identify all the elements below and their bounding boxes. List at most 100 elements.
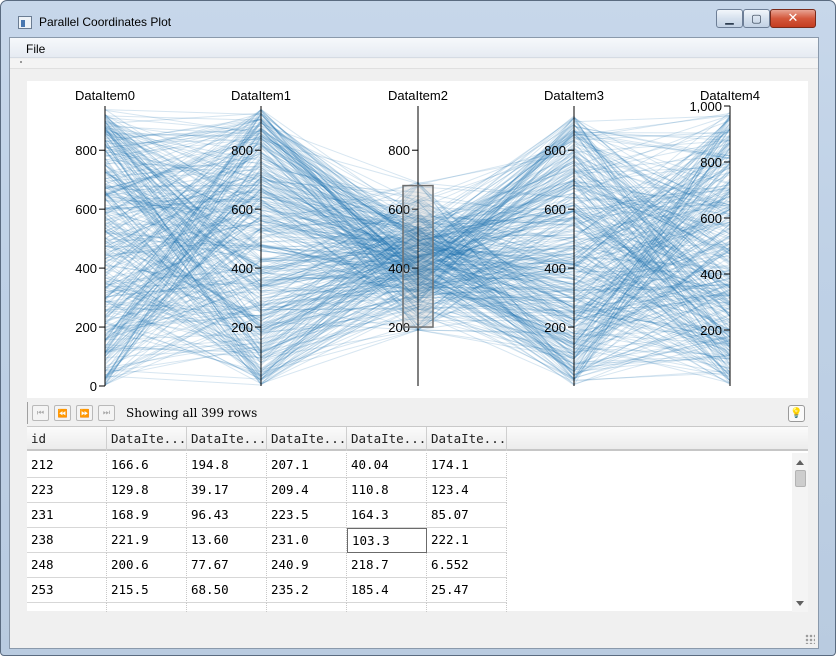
table-row[interactable]: 248 200.6 77.67 240.9 218.7 6.552 bbox=[27, 553, 507, 578]
column-header-2[interactable]: DataIte... bbox=[187, 427, 267, 451]
close-button[interactable]: ✕ bbox=[770, 9, 816, 28]
tick-label: 800 bbox=[231, 143, 253, 158]
axis-dataitem4[interactable]: DataItem4 200 400 600 800 1,000 bbox=[689, 88, 760, 386]
table-cell[interactable]: 212 bbox=[27, 453, 107, 478]
table-row[interactable]: 223 129.8 39.17 209.4 110.8 123.4 bbox=[27, 478, 507, 503]
table-cell[interactable]: 13.60 bbox=[187, 528, 267, 553]
maximize-icon: ▢ bbox=[751, 12, 762, 25]
minimize-button[interactable]: ▁ bbox=[716, 9, 743, 28]
column-header-4[interactable]: DataIte... bbox=[347, 427, 427, 451]
vertical-scrollbar[interactable] bbox=[792, 453, 808, 612]
column-header-3[interactable]: DataIte... bbox=[267, 427, 347, 451]
table-cell[interactable]: 248 bbox=[27, 553, 107, 578]
table-cell[interactable]: 185.4 bbox=[347, 578, 427, 603]
table-cell[interactable]: 194.8 bbox=[187, 453, 267, 478]
tick-label: 800 bbox=[388, 143, 410, 158]
axis-dataitem0[interactable]: DataItem0 0 200 400 600 800 bbox=[75, 88, 135, 394]
scroll-up-icon[interactable] bbox=[796, 460, 804, 465]
table-cell[interactable]: 240.9 bbox=[267, 553, 347, 578]
table-cell[interactable]: 209.4 bbox=[267, 478, 347, 503]
table-cell[interactable]: 77.67 bbox=[187, 553, 267, 578]
maximize-button[interactable]: ▢ bbox=[743, 9, 770, 28]
tick-label: 1,000 bbox=[689, 99, 722, 114]
axis-dataitem3[interactable]: DataItem3 200 400 600 800 bbox=[544, 88, 604, 386]
table-cell[interactable]: 174.1 bbox=[427, 453, 507, 478]
table-row[interactable]: 238 221.9 13.60 231.0 103.3 222.1 bbox=[27, 528, 507, 553]
title-bar[interactable]: Parallel Coordinates Plot ▁ ▢ ✕ bbox=[1, 1, 835, 37]
table-cell[interactable]: 39.17 bbox=[187, 478, 267, 503]
previous-page-button[interactable]: ⏪ bbox=[54, 405, 71, 421]
column-header-0[interactable]: id bbox=[27, 427, 107, 451]
last-page-button[interactable]: ⏭ bbox=[98, 405, 115, 421]
table-cell[interactable]: 110.8 bbox=[347, 478, 427, 503]
table-cell[interactable]: 223 bbox=[27, 478, 107, 503]
table-cell[interactable]: 164.3 bbox=[347, 503, 427, 528]
table-row[interactable] bbox=[27, 603, 507, 612]
tick-label: 800 bbox=[75, 143, 97, 158]
axis-title: DataItem2 bbox=[388, 88, 448, 103]
table-cell[interactable]: 223.5 bbox=[267, 503, 347, 528]
scroll-down-icon[interactable] bbox=[796, 601, 804, 606]
table-cell[interactable]: 253 bbox=[27, 578, 107, 603]
first-page-button[interactable]: ⏮ bbox=[32, 405, 49, 421]
table-cell[interactable]: 68.50 bbox=[187, 578, 267, 603]
tick-label: 400 bbox=[231, 261, 253, 276]
table-cell[interactable]: 129.8 bbox=[107, 478, 187, 503]
table-cell[interactable] bbox=[107, 603, 187, 612]
table-cell[interactable] bbox=[27, 603, 107, 612]
previous-page-icon: ⏪ bbox=[57, 408, 68, 418]
window-title: Parallel Coordinates Plot bbox=[39, 15, 172, 29]
lightbulb-icon: 💡 bbox=[790, 408, 803, 419]
pager-bar: ⏮ ⏪ ⏩ ⏭ Showing all 399 rows 💡 bbox=[27, 400, 808, 426]
table-cell[interactable]: 231.0 bbox=[267, 528, 347, 553]
table-cell[interactable] bbox=[427, 603, 507, 612]
tip-button[interactable]: 💡 bbox=[788, 405, 805, 422]
next-page-button[interactable]: ⏩ bbox=[76, 405, 93, 421]
status-bar bbox=[10, 613, 818, 648]
table-cell[interactable]: 222.1 bbox=[427, 528, 507, 553]
table-cell[interactable] bbox=[187, 603, 267, 612]
table-row[interactable]: 212 166.6 194.8 207.1 40.04 174.1 bbox=[27, 453, 507, 478]
scroll-thumb[interactable] bbox=[795, 470, 806, 487]
resize-grip-icon[interactable] bbox=[805, 634, 815, 644]
table-cell[interactable]: 207.1 bbox=[267, 453, 347, 478]
table-row[interactable]: 231 168.9 96.43 223.5 164.3 85.07 bbox=[27, 503, 507, 528]
table-cell[interactable]: 200.6 bbox=[107, 553, 187, 578]
column-header-5[interactable]: DataIte... bbox=[427, 427, 507, 451]
table-cell[interactable]: 123.4 bbox=[427, 478, 507, 503]
axis-dataitem2[interactable]: DataItem2 200 400 600 800 bbox=[388, 88, 448, 386]
data-grid[interactable]: id DataIte... DataIte... DataIte... DataIte.… bbox=[27, 426, 808, 612]
table-row[interactable]: 253 215.5 68.50 235.2 185.4 25.47 bbox=[27, 578, 507, 603]
table-cell[interactable]: 85.07 bbox=[427, 503, 507, 528]
table-cell[interactable]: 96.43 bbox=[187, 503, 267, 528]
menu-file[interactable]: File bbox=[26, 42, 46, 56]
menu-bar: File bbox=[10, 38, 818, 58]
table-cell[interactable] bbox=[347, 603, 427, 612]
table-cell[interactable]: 215.5 bbox=[107, 578, 187, 603]
table-cell[interactable]: 166.6 bbox=[107, 453, 187, 478]
table-cell[interactable] bbox=[267, 603, 347, 612]
axis-dataitem1[interactable]: DataItem1 200 400 600 800 bbox=[231, 88, 291, 386]
tick-label: 400 bbox=[388, 261, 410, 276]
table-cell[interactable]: 168.9 bbox=[107, 503, 187, 528]
plot-canvas[interactable]: DataItem0 0 200 400 600 800 DataItem1 200 400 600… bbox=[27, 81, 808, 398]
column-header-1[interactable]: DataIte... bbox=[107, 427, 187, 451]
table-cell[interactable]: 103.3 bbox=[347, 528, 427, 553]
table-cell[interactable]: 221.9 bbox=[107, 528, 187, 553]
axis-brush-selection[interactable] bbox=[402, 184, 434, 328]
tick-label: 800 bbox=[544, 143, 566, 158]
tick-label: 200 bbox=[388, 320, 410, 335]
tick-label: 600 bbox=[75, 202, 97, 217]
table-cell[interactable]: 40.04 bbox=[347, 453, 427, 478]
tick-label: 600 bbox=[231, 202, 253, 217]
parallel-coordinates-plot[interactable]: DataItem0 0 200 400 600 800 DataItem1 200 400 600… bbox=[27, 81, 808, 398]
table-cell[interactable]: 25.47 bbox=[427, 578, 507, 603]
table-cell[interactable]: 6.552 bbox=[427, 553, 507, 578]
table-cell[interactable]: 231 bbox=[27, 503, 107, 528]
table-cell[interactable]: 235.2 bbox=[267, 578, 347, 603]
table-cell[interactable]: 218.7 bbox=[347, 553, 427, 578]
grid-body[interactable]: 212 166.6 194.8 207.1 40.04 174.1 223 129.8 39.1… bbox=[27, 453, 792, 612]
client-area: File DataItem0 0 200 400 600 800 DataItem1 200 4… bbox=[9, 37, 819, 649]
table-cell[interactable]: 238 bbox=[27, 528, 107, 553]
